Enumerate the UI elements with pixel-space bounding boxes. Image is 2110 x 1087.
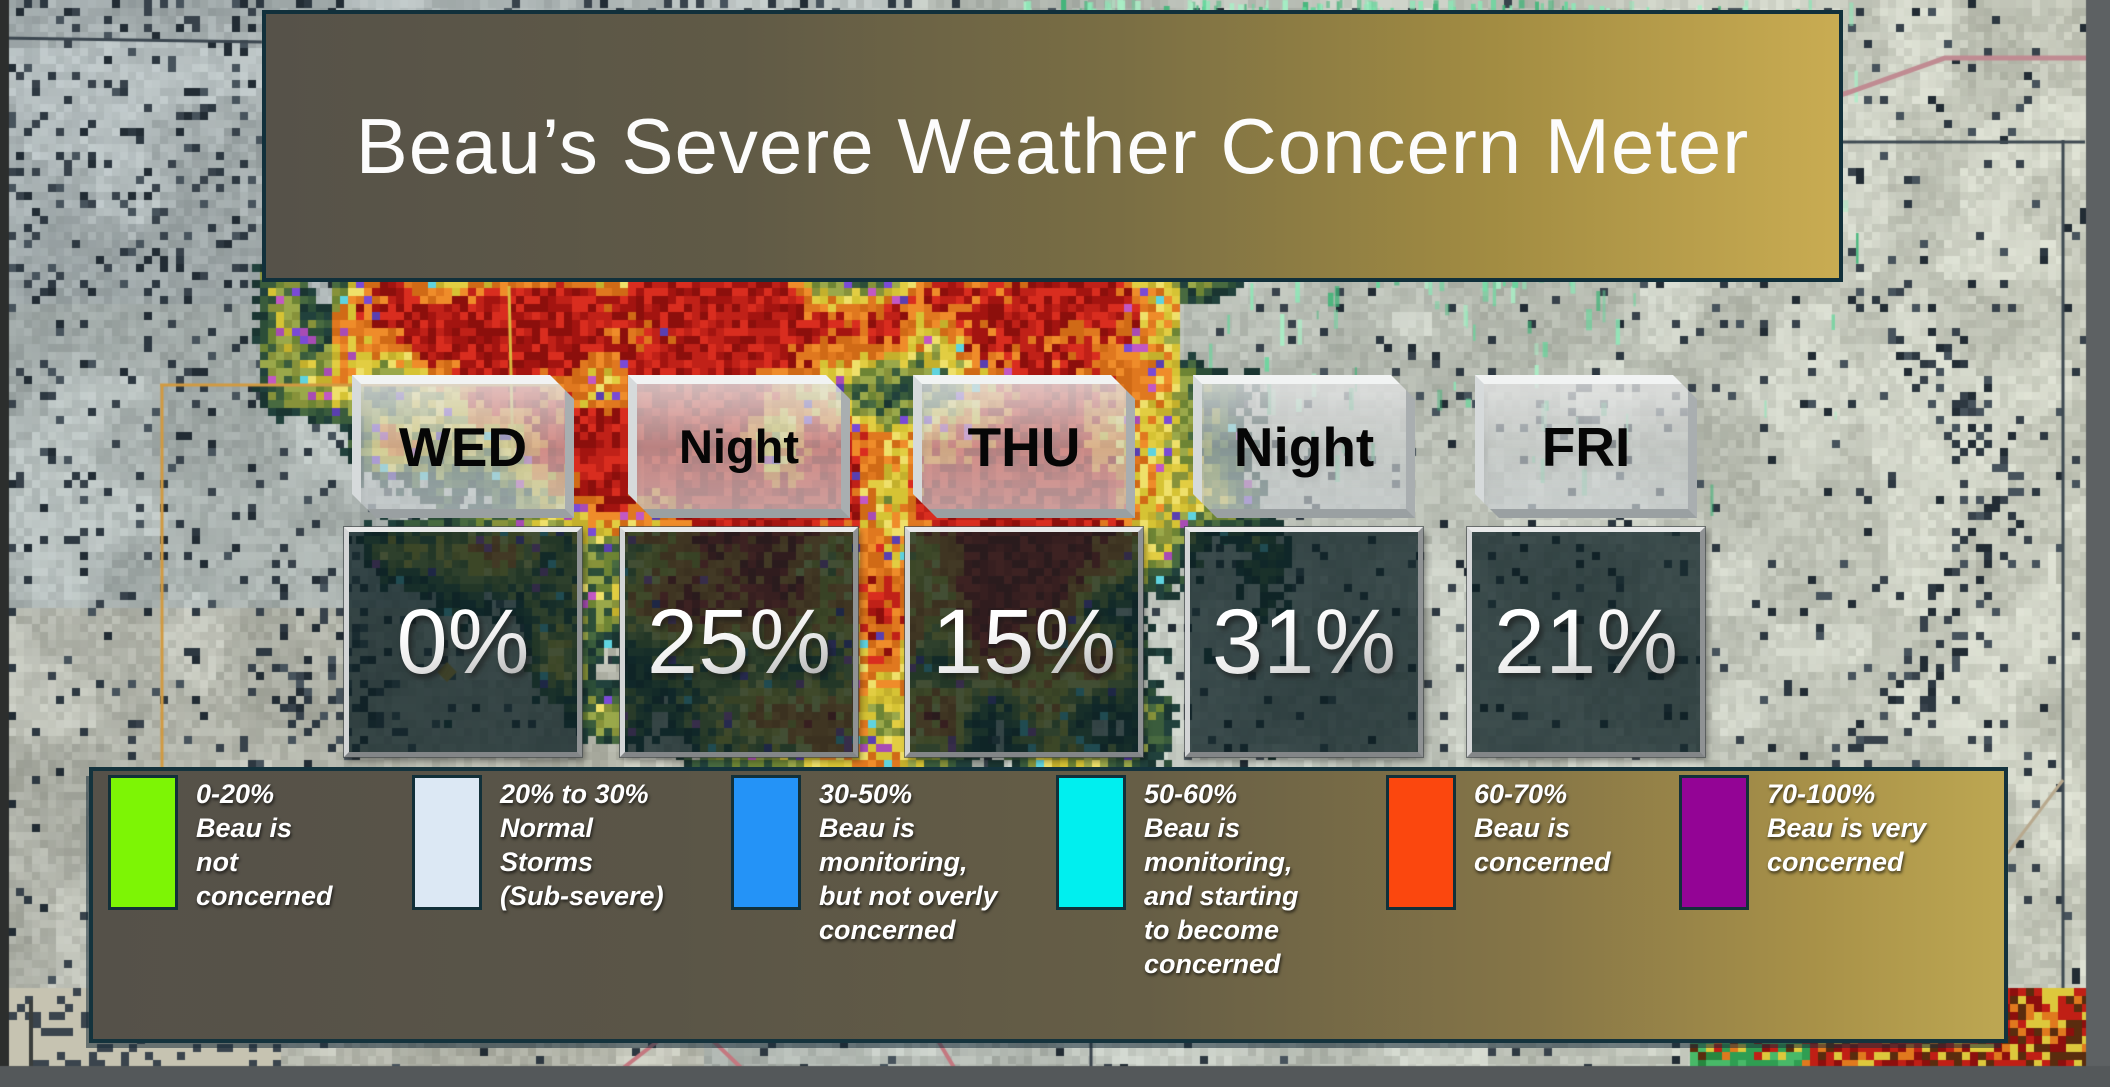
legend-description: Beau is monitoring, but not overly conce… — [819, 813, 998, 945]
concern-percentage: 21% — [1493, 590, 1679, 693]
day-label-box: Night — [1193, 375, 1415, 518]
legend-description: Beau is concerned — [1474, 813, 1611, 877]
concern-percentage: 31% — [1211, 590, 1397, 693]
legend-item: 0-20% Beau is not concerned — [108, 775, 421, 913]
legend-swatch — [108, 775, 178, 910]
day-label-box: THU — [913, 375, 1135, 518]
concern-value-box: 31% — [1185, 527, 1423, 757]
day-label-box: Night — [628, 375, 850, 518]
legend-swatch — [1679, 775, 1749, 910]
legend-range: 50-60% — [1144, 779, 1238, 809]
day-card-fri: FRI 21% — [1467, 375, 1705, 757]
legend-item: 20% to 30% Normal Storms (Sub-severe) — [412, 775, 725, 913]
legend-range: 60-70% — [1474, 779, 1568, 809]
legend-range: 30-50% — [819, 779, 913, 809]
legend-swatch — [412, 775, 482, 910]
day-label: Night — [1233, 415, 1375, 478]
concern-value-box: 15% — [905, 527, 1143, 757]
legend-swatch — [731, 775, 801, 910]
day-card-wed-night: Night 25% — [620, 375, 858, 757]
day-label: THU — [967, 415, 1081, 478]
concern-percentage: 25% — [646, 590, 832, 693]
legend-item: 70-100% Beau is very concerned — [1679, 775, 1992, 910]
concern-value-box: 21% — [1467, 527, 1705, 757]
title-banner: Beau’s Severe Weather Concern Meter — [262, 10, 1843, 282]
day-card-thu-night: Night 31% — [1185, 375, 1423, 757]
legend-description: Beau is very concerned — [1767, 813, 1927, 877]
legend-swatch — [1386, 775, 1456, 910]
legend-description: Beau is not concerned — [196, 813, 333, 911]
day-card-thu: THU 15% — [905, 375, 1143, 757]
legend-item: 60-70% Beau is concerned — [1386, 775, 1699, 910]
day-label: WED — [398, 415, 528, 478]
day-label: Night — [678, 420, 800, 473]
concern-percentage: 0% — [396, 590, 530, 693]
legend-item: 50-60% Beau is monitoring, and starting … — [1056, 775, 1369, 981]
day-label: FRI — [1541, 415, 1631, 478]
page-title: Beau’s Severe Weather Concern Meter — [355, 101, 1750, 190]
legend-panel: 0-20% Beau is not concerned 20% to 30% N… — [89, 767, 2008, 1043]
legend-range: 20% to 30% — [500, 779, 649, 809]
day-label-box: WED — [352, 375, 574, 518]
day-label-box: FRI — [1475, 375, 1697, 518]
legend-description: Normal Storms (Sub-severe) — [500, 813, 664, 911]
legend-swatch — [1056, 775, 1126, 910]
day-card-wed: WED 0% — [344, 375, 582, 757]
concern-value-box: 25% — [620, 527, 858, 757]
concern-percentage: 15% — [931, 590, 1117, 693]
legend-description: Beau is monitoring, and starting to beco… — [1144, 813, 1299, 979]
concern-value-box: 0% — [344, 527, 582, 757]
legend-range: 0-20% — [196, 779, 275, 809]
legend-item: 30-50% Beau is monitoring, but not overl… — [731, 775, 1044, 947]
legend-range: 70-100% — [1767, 779, 1876, 809]
